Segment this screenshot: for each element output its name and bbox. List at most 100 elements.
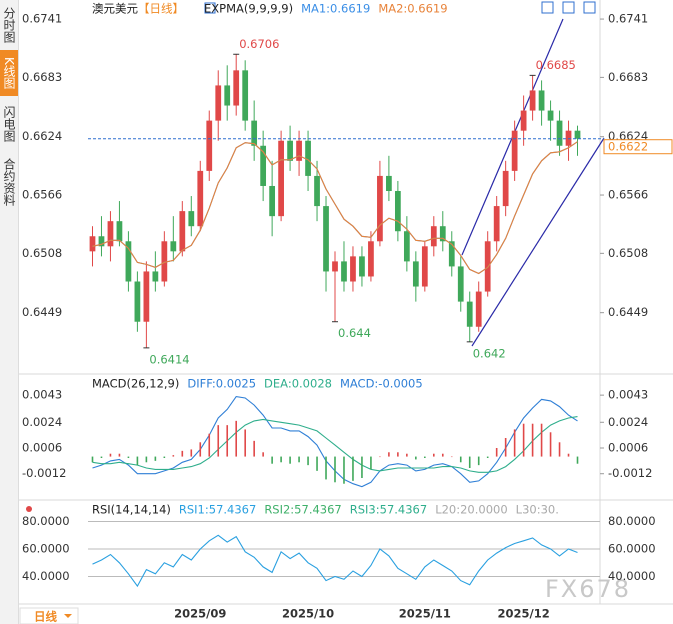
y-tick-label: 80.0000 <box>608 514 656 528</box>
extreme-label: 0.642 <box>473 346 506 360</box>
y-tick-label: 40.0000 <box>22 569 70 583</box>
indicator-line <box>92 141 578 275</box>
legend-entry: L30:30. <box>516 503 559 517</box>
macd-bar <box>163 456 166 458</box>
macd-bar <box>271 456 273 464</box>
macd-bar <box>172 455 175 457</box>
macd-bar <box>307 456 309 466</box>
y-tick-label: 0.6683 <box>22 70 62 84</box>
candle-body <box>143 271 150 322</box>
indicator-line <box>92 416 578 473</box>
y-tick-label: 0.0043 <box>608 388 648 402</box>
trend-line[interactable] <box>471 137 605 347</box>
settings-icon[interactable] <box>583 1 596 14</box>
extreme-label: 0.6685 <box>536 58 576 72</box>
candle-body <box>502 170 509 207</box>
candle-body <box>403 231 410 262</box>
candle-body <box>161 241 168 282</box>
candle-body <box>287 140 293 161</box>
candle-body <box>170 241 177 252</box>
sidebar: 分时图 K线图 闪电图 合约资料 <box>0 0 19 624</box>
legend-entry: MACD:-0.0005 <box>340 377 423 391</box>
macd-bar <box>477 456 480 466</box>
macd-bar <box>459 456 462 463</box>
watermark: FX678 <box>545 575 631 603</box>
candle-body <box>305 140 311 176</box>
macd-bar <box>190 449 193 457</box>
macd-bar <box>433 453 435 457</box>
tab-kline[interactable]: K线图 <box>0 50 18 96</box>
candle-body <box>359 256 365 277</box>
y-tick-label: 80.0000 <box>22 514 70 528</box>
macd-bar <box>424 456 426 458</box>
macd-bar <box>217 425 220 457</box>
indicator-name: RSI(14,14,14) <box>92 503 171 517</box>
macd-bar <box>379 456 381 458</box>
toolbar-icons <box>204 1 596 14</box>
candle-body <box>547 110 554 121</box>
macd-bar <box>145 456 148 463</box>
candle-body <box>269 185 276 217</box>
tab-timeshare[interactable]: 分时图 <box>2 7 16 43</box>
y-tick-label: 0.0006 <box>608 441 648 455</box>
macd-bar <box>316 456 318 471</box>
indicator-line <box>92 534 578 588</box>
candle-body <box>134 281 141 322</box>
zoom-icon[interactable] <box>562 1 575 14</box>
candle-body <box>475 291 482 327</box>
y-tick-label: 0.0043 <box>22 388 62 402</box>
candle-body <box>493 206 500 242</box>
candle-body <box>278 140 284 217</box>
candle-body <box>197 170 204 227</box>
extreme-label: 0.644 <box>338 326 371 340</box>
candle-body <box>386 175 392 192</box>
tab-contract[interactable]: 合约资料 <box>2 158 16 206</box>
candle-body <box>430 226 437 247</box>
y-tick-label: 0.6449 <box>22 305 62 319</box>
candle-body <box>314 175 320 207</box>
macd-bar <box>513 429 516 457</box>
y-tick-label: -0.0012 <box>22 466 66 480</box>
candle-body <box>394 191 401 232</box>
candle-body <box>179 211 186 252</box>
macd-bar <box>531 423 534 457</box>
macd-bar <box>91 456 94 463</box>
macd-bar <box>576 456 579 464</box>
macd-bar <box>558 442 561 457</box>
y-tick-label: 40.0000 <box>608 569 656 583</box>
macd-bar <box>181 450 184 457</box>
macd-bar <box>280 456 282 463</box>
indicator-icon[interactable] <box>204 2 216 14</box>
candle-body <box>412 261 419 287</box>
macd-bar <box>100 456 103 458</box>
macd-bar <box>370 456 372 470</box>
tab-flash[interactable]: 闪电图 <box>2 106 16 142</box>
y-tick-label: 0.0006 <box>22 441 62 455</box>
last-price-box <box>603 139 673 155</box>
macd-bar <box>118 453 121 457</box>
candle-body <box>98 236 105 247</box>
macd-bar <box>406 453 408 457</box>
candle-body <box>323 206 329 272</box>
y-tick-label: 60.0000 <box>22 542 70 556</box>
zoom-icon[interactable] <box>541 1 554 14</box>
legend-entry: DIFF:0.0025 <box>187 377 256 391</box>
candle-body <box>368 241 374 277</box>
period-tab-box[interactable] <box>19 607 79 624</box>
y-tick-label: 0.6741 <box>22 12 62 26</box>
macd-bar <box>352 456 354 481</box>
macd-bar <box>415 456 417 460</box>
candle-body <box>529 90 536 111</box>
candle-body <box>242 70 249 121</box>
y-tick-label: 0.6683 <box>608 70 648 84</box>
macd-bar <box>226 425 229 457</box>
candle-body <box>448 241 455 267</box>
indicator-name: EXPMA(9,9,9,9) <box>204 2 293 16</box>
candle-body <box>152 271 159 282</box>
candle-body <box>511 130 518 171</box>
candle-body <box>224 85 231 106</box>
candle-body <box>341 261 347 282</box>
legend-entry: RSI2:57.4367 <box>264 503 341 517</box>
period-tab[interactable]: 日线 <box>34 610 57 624</box>
